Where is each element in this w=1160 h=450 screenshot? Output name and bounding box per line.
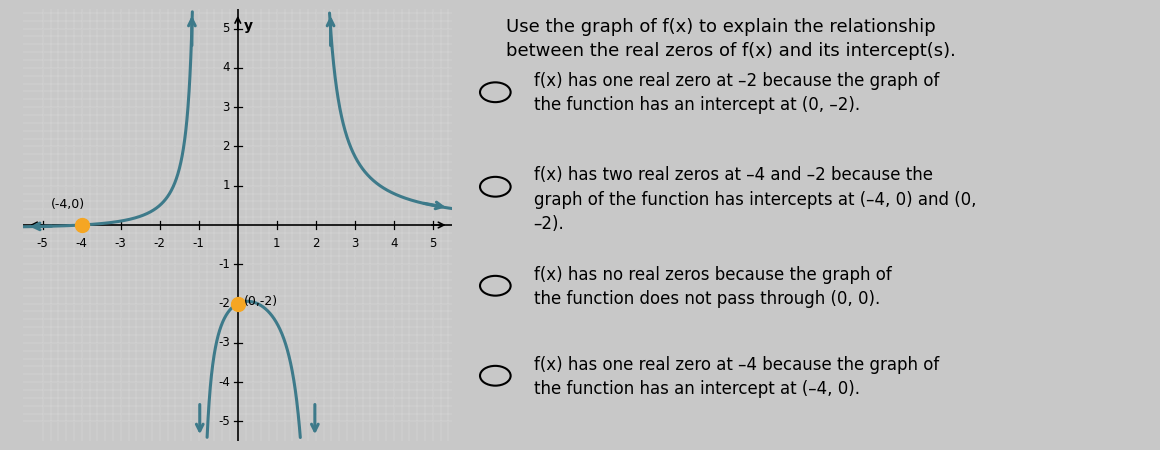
Text: 1: 1 [223, 179, 230, 192]
Text: -4: -4 [75, 237, 88, 250]
Text: f(x) has no real zeros because the graph of
the function does not pass through (: f(x) has no real zeros because the graph… [534, 266, 891, 308]
Text: 3: 3 [351, 237, 358, 250]
Text: (-4,0): (-4,0) [51, 198, 85, 211]
Text: -3: -3 [115, 237, 126, 250]
Text: 1: 1 [273, 237, 281, 250]
Text: f(x) has one real zero at –2 because the graph of
the function has an intercept : f(x) has one real zero at –2 because the… [534, 72, 938, 114]
Text: -5: -5 [218, 415, 230, 428]
Text: -5: -5 [37, 237, 49, 250]
Text: -1: -1 [218, 258, 230, 271]
Text: f(x) has two real zeros at –4 and –2 because the
graph of the function has inter: f(x) has two real zeros at –4 and –2 bec… [534, 166, 976, 233]
Text: 3: 3 [223, 101, 230, 114]
Text: 4: 4 [223, 61, 230, 74]
Text: (0,-2): (0,-2) [244, 295, 277, 308]
Text: Use the graph of f(x) to explain the relationship
between the real zeros of f(x): Use the graph of f(x) to explain the rel… [506, 18, 956, 59]
Text: f(x) has one real zero at –4 because the graph of
the function has an intercept : f(x) has one real zero at –4 because the… [534, 356, 938, 398]
Text: -4: -4 [218, 376, 230, 389]
Text: -1: -1 [193, 237, 204, 250]
Text: 2: 2 [223, 140, 230, 153]
Text: 5: 5 [429, 237, 436, 250]
Text: y: y [244, 19, 253, 33]
Text: -3: -3 [218, 336, 230, 349]
Text: 5: 5 [223, 22, 230, 35]
Text: -2: -2 [154, 237, 166, 250]
Text: 4: 4 [390, 237, 398, 250]
Text: 2: 2 [312, 237, 320, 250]
Text: -2: -2 [218, 297, 230, 310]
